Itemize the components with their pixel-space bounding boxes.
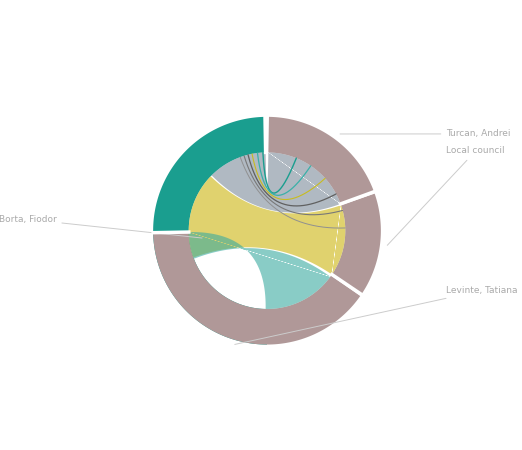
Text: Local council: Local council — [387, 147, 505, 245]
Polygon shape — [268, 117, 374, 204]
Text: Levinte, Tatiana: Levinte, Tatiana — [235, 286, 518, 344]
Text: Turcan, Andrei: Turcan, Andrei — [340, 130, 511, 139]
Polygon shape — [332, 194, 381, 294]
Polygon shape — [189, 232, 330, 309]
Text: Borta, Fiodor: Borta, Fiodor — [0, 215, 202, 238]
Polygon shape — [153, 232, 360, 345]
Polygon shape — [211, 153, 340, 213]
Polygon shape — [189, 176, 345, 274]
Polygon shape — [153, 117, 267, 345]
